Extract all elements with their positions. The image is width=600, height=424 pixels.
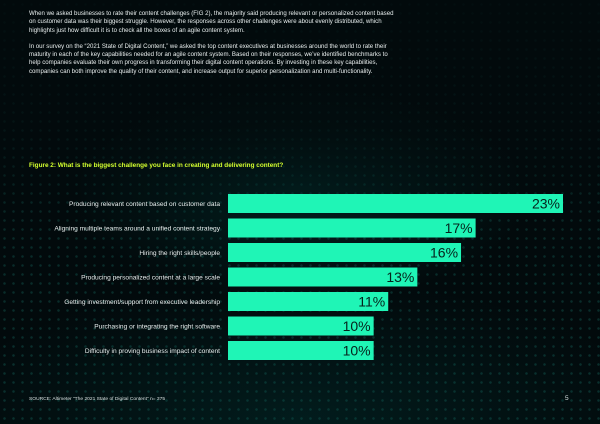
category-label: Producing personalized content at a larg…	[81, 274, 220, 281]
bar	[228, 292, 389, 311]
bar	[228, 267, 418, 287]
bar	[228, 194, 563, 213]
value-label: 17%	[445, 220, 473, 236]
value-label: 10%	[343, 318, 371, 334]
value-label: 23%	[532, 196, 560, 212]
value-label: 16%	[430, 245, 458, 261]
category-label: Hiring the right skills/people	[139, 250, 220, 257]
figure-title: Figure 2: What is the biggest challenge …	[29, 162, 284, 169]
bar	[228, 218, 476, 238]
intro-paragraph-1: When we asked businesses to rate their c…	[29, 10, 394, 34]
value-label: 10%	[343, 343, 371, 359]
value-label: 13%	[386, 269, 414, 285]
intro-paragraph-2: In our survey on the “2021 State of Digi…	[29, 42, 388, 75]
category-label: Purchasing or integrating the right soft…	[94, 323, 220, 330]
source-note: SOURCE: Altimeter “The 2021 State of Dig…	[29, 397, 166, 402]
category-label: Getting investment/support from executiv…	[64, 299, 220, 306]
category-label: Producing relevant content based on cust…	[69, 201, 220, 208]
value-label: 11%	[358, 294, 385, 310]
page-number: 5	[565, 395, 569, 402]
category-label: Aligning multiple teams around a unified…	[54, 225, 220, 232]
bar	[228, 316, 374, 336]
bar	[228, 341, 374, 360]
intro-text: When we asked businesses to rate their c…	[29, 10, 399, 84]
bar	[228, 243, 462, 262]
category-label: Difficulty in proving business impact of…	[85, 348, 220, 355]
